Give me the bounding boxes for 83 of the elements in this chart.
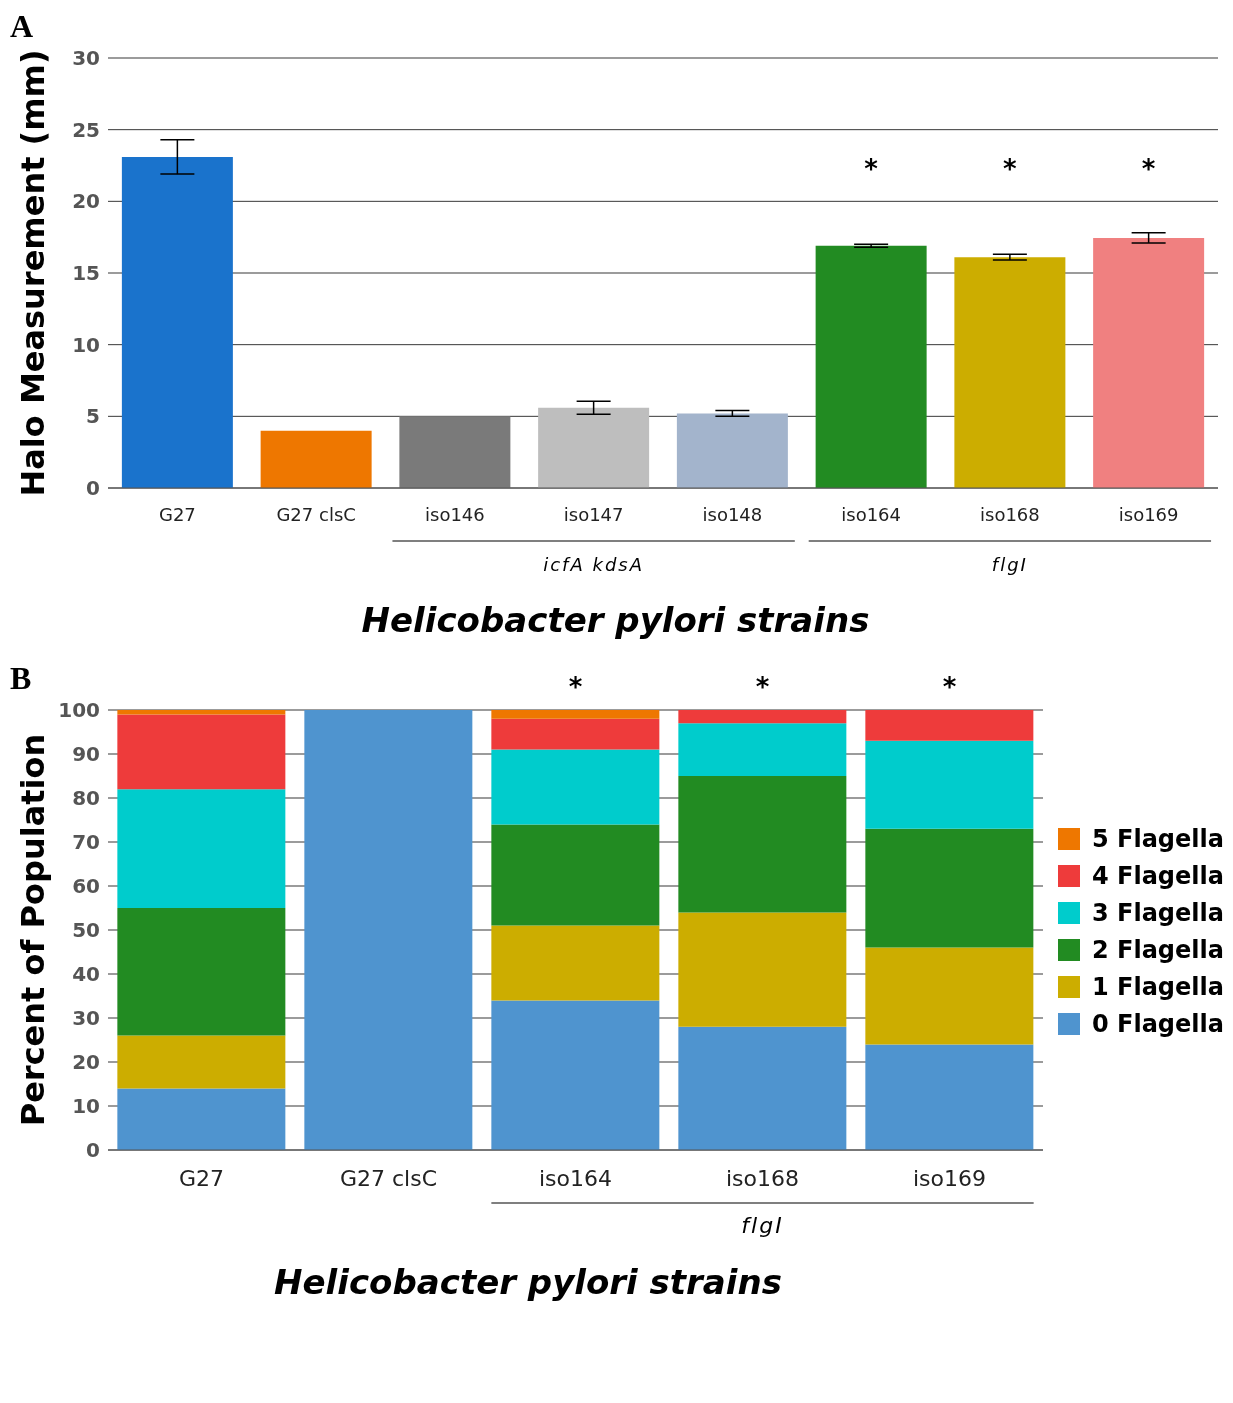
bar (117, 789, 286, 908)
text: icfA kdsA (543, 554, 645, 575)
text: flgI (991, 554, 1028, 575)
y-tick-label: 30 (72, 1006, 100, 1031)
y-axis-title: Halo Measurement (mm) (14, 49, 53, 497)
bar (678, 776, 847, 913)
bar (678, 912, 847, 1027)
bar (865, 740, 1034, 829)
legend-label: 4 Flagella (1092, 861, 1224, 890)
y-axis-title: Percent of Population (14, 733, 53, 1127)
bar (865, 710, 1034, 741)
x-tick-label: iso164 (841, 503, 901, 525)
text: flgI (741, 1213, 784, 1238)
legend-label: 0 Flagella (1092, 1009, 1224, 1038)
y-tick-label: 70 (72, 830, 100, 855)
bar (491, 718, 660, 750)
bar (491, 749, 660, 825)
bar (117, 1088, 286, 1150)
y-tick-label: 15 (72, 261, 100, 286)
legend-label: 1 Flagella (1092, 972, 1224, 1001)
y-tick-label: 10 (72, 1094, 100, 1119)
bar (491, 710, 660, 719)
bar (491, 925, 660, 1001)
y-tick-label: 50 (72, 918, 100, 943)
x-tick-label: iso147 (563, 503, 624, 525)
x-tick-label: G27 (178, 1165, 225, 1191)
x-tick-label: G27 (158, 503, 196, 525)
bar (260, 430, 372, 488)
x-axis-title: Helicobacter pylori strains (360, 600, 871, 640)
legend-label: 3 Flagella (1092, 898, 1224, 927)
bar (865, 828, 1034, 948)
data-label: * (864, 153, 879, 184)
y-tick-label: 100 (58, 698, 100, 723)
x-tick-label: G27 clsC (276, 503, 356, 525)
y-tick-label: 30 (72, 46, 100, 71)
x-tick-label: iso169 (912, 1165, 987, 1191)
bar (117, 1035, 286, 1089)
x-tick-label: iso146 (425, 503, 485, 525)
y-tick-label: 5 (86, 404, 100, 429)
y-tick-label: 20 (72, 1050, 100, 1075)
data-label: * (1141, 153, 1156, 184)
x-tick-label: iso169 (1118, 503, 1179, 525)
y-tick-label: 80 (72, 786, 100, 811)
bar (676, 413, 788, 488)
bar (865, 1044, 1034, 1150)
chart-title: B (10, 660, 32, 697)
y-tick-label: 0 (86, 1138, 100, 1163)
bar (954, 257, 1066, 488)
bar (117, 714, 286, 790)
bar (1093, 237, 1205, 488)
bar (399, 416, 511, 488)
data-label: * (1003, 153, 1018, 184)
bar (678, 1026, 847, 1150)
y-tick-label: 40 (72, 962, 100, 987)
bar (491, 824, 660, 926)
y-tick-label: 25 (72, 117, 100, 142)
x-tick-label: iso164 (538, 1165, 613, 1191)
bar (678, 710, 847, 724)
bar (121, 156, 233, 488)
bar (304, 710, 473, 1150)
legend-label: 2 Flagella (1092, 935, 1224, 964)
bar (538, 407, 650, 488)
y-tick-label: 90 (72, 742, 100, 767)
bar (865, 947, 1034, 1045)
y-tick-label: 60 (72, 874, 100, 899)
bar (117, 710, 286, 715)
bar (678, 723, 847, 776)
legend-label: 5 Flagella (1092, 824, 1224, 853)
x-tick-label: iso148 (702, 503, 763, 525)
y-tick-label: 0 (86, 476, 100, 501)
x-tick-label: G27 clsC (339, 1165, 438, 1191)
chart-title: A (10, 8, 34, 45)
bar (815, 245, 927, 488)
data-label: * (942, 672, 957, 702)
x-tick-label: iso168 (980, 503, 1040, 525)
data-label: * (568, 672, 583, 702)
x-tick-label: iso168 (725, 1165, 800, 1191)
bar (117, 908, 286, 1036)
y-tick-label: 10 (72, 332, 100, 357)
y-tick-label: 20 (72, 189, 100, 214)
x-axis-title: Helicobacter pylori strains (273, 1262, 783, 1302)
data-label: * (755, 672, 770, 702)
bar (491, 1000, 660, 1150)
